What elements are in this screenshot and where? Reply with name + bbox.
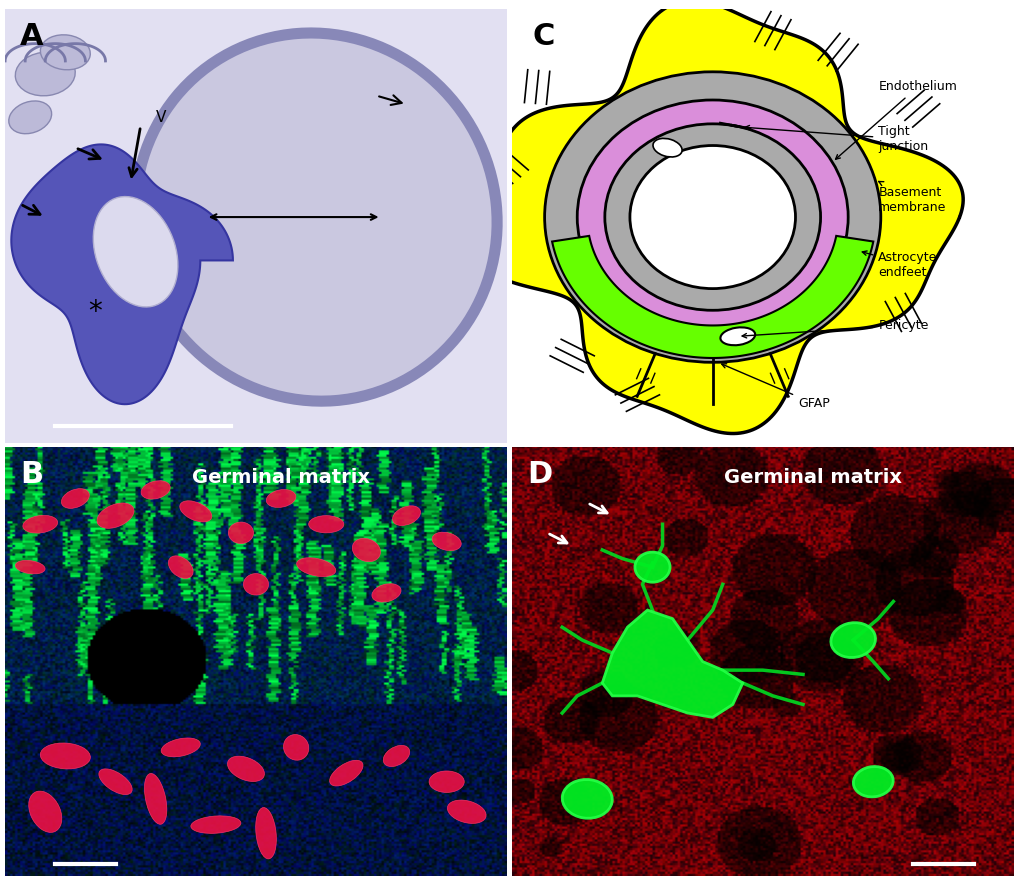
- Ellipse shape: [266, 490, 296, 508]
- Ellipse shape: [144, 773, 167, 824]
- Ellipse shape: [383, 746, 410, 766]
- Ellipse shape: [228, 522, 254, 544]
- Polygon shape: [552, 236, 873, 358]
- Ellipse shape: [190, 816, 241, 833]
- Ellipse shape: [168, 556, 194, 578]
- Ellipse shape: [135, 33, 497, 401]
- Text: C: C: [532, 22, 554, 51]
- Circle shape: [545, 72, 881, 362]
- Ellipse shape: [308, 516, 344, 533]
- Ellipse shape: [40, 35, 90, 70]
- Ellipse shape: [244, 574, 268, 595]
- Circle shape: [578, 100, 848, 334]
- Circle shape: [605, 124, 820, 310]
- Text: Pericyte: Pericyte: [742, 319, 929, 338]
- Text: GFAP: GFAP: [722, 364, 829, 410]
- Ellipse shape: [284, 735, 309, 760]
- Text: Germinal matrix: Germinal matrix: [724, 468, 902, 486]
- Ellipse shape: [447, 800, 486, 823]
- Ellipse shape: [227, 756, 264, 781]
- Polygon shape: [11, 145, 232, 404]
- Ellipse shape: [40, 743, 90, 769]
- Ellipse shape: [15, 52, 75, 96]
- Ellipse shape: [161, 738, 201, 757]
- Polygon shape: [602, 610, 742, 717]
- Ellipse shape: [635, 552, 670, 582]
- Ellipse shape: [330, 760, 362, 786]
- Ellipse shape: [29, 791, 61, 832]
- Ellipse shape: [297, 558, 336, 577]
- Ellipse shape: [256, 807, 276, 859]
- Text: Germinal matrix: Germinal matrix: [193, 468, 370, 486]
- Text: Basement
membrane: Basement membrane: [879, 181, 946, 214]
- Ellipse shape: [23, 516, 57, 533]
- Ellipse shape: [372, 584, 401, 602]
- Ellipse shape: [97, 503, 134, 528]
- Polygon shape: [462, 1, 964, 434]
- Text: B: B: [20, 460, 43, 489]
- Ellipse shape: [352, 538, 381, 561]
- Ellipse shape: [93, 197, 178, 307]
- Ellipse shape: [141, 481, 170, 499]
- Ellipse shape: [9, 101, 51, 134]
- Ellipse shape: [429, 771, 464, 792]
- Text: D: D: [527, 460, 552, 489]
- Text: Astrocyte
endfeet: Astrocyte endfeet: [862, 250, 938, 279]
- Ellipse shape: [830, 623, 876, 657]
- Ellipse shape: [853, 766, 893, 797]
- Ellipse shape: [653, 139, 682, 157]
- Ellipse shape: [432, 532, 461, 551]
- Ellipse shape: [180, 501, 212, 522]
- Ellipse shape: [15, 561, 45, 574]
- Ellipse shape: [99, 769, 132, 795]
- Ellipse shape: [721, 327, 755, 345]
- Text: Endothelium: Endothelium: [836, 80, 957, 159]
- Text: *: *: [88, 299, 102, 326]
- Text: A: A: [20, 22, 44, 51]
- Ellipse shape: [392, 506, 421, 526]
- Text: Tight
junction: Tight junction: [744, 125, 929, 153]
- Ellipse shape: [61, 489, 89, 509]
- Circle shape: [630, 146, 796, 289]
- Text: V: V: [156, 110, 166, 125]
- Ellipse shape: [562, 780, 612, 818]
